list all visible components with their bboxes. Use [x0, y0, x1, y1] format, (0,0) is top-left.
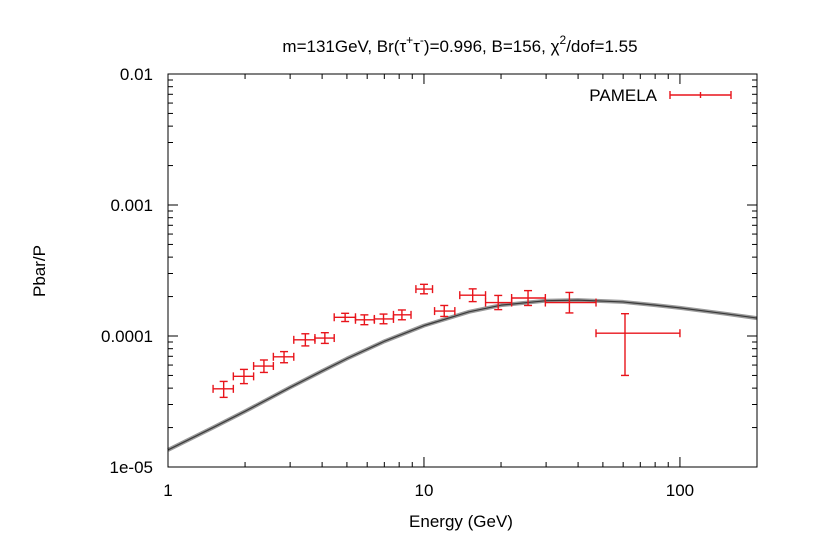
title-square-superscript: 2 [560, 33, 567, 47]
data-point [252, 359, 275, 374]
data-point [415, 283, 434, 295]
title-chi: χ [551, 37, 560, 56]
data-point [212, 380, 235, 399]
model-curve-line [167, 299, 758, 451]
legend-sample-pamela [669, 91, 732, 99]
title-plus-superscript: + [406, 33, 413, 47]
legend-label-pamela: PAMELA [589, 86, 657, 105]
data-point [595, 312, 681, 377]
data-point [392, 309, 412, 321]
y-axis-title: Pbar/P [30, 245, 49, 297]
x-tick-label: 10 [415, 481, 434, 500]
model-curve-layer [167, 298, 758, 452]
data-points-layer [212, 283, 681, 399]
model-curve-band [167, 298, 758, 452]
data-point [433, 304, 456, 318]
legend: PAMELA [589, 86, 732, 105]
plot-frame [167, 73, 758, 468]
x-axis-title: Energy (GeV) [409, 512, 513, 531]
title-middle: )=0.996, B=156, [424, 37, 551, 56]
title-minus-superscript: - [420, 33, 424, 47]
data-point [373, 313, 395, 325]
x-tick-label: 1 [163, 481, 172, 500]
title-prefix: m=131GeV, Br( [282, 37, 399, 56]
y-tick-label: 1e-05 [110, 458, 153, 477]
y-tick-label: 0.0001 [101, 327, 153, 346]
data-point [484, 294, 513, 311]
data-point [333, 312, 357, 323]
data-point [293, 333, 316, 347]
title-suffix: /dof=1.55 [566, 37, 637, 56]
data-point [314, 331, 335, 345]
y-tick-label: 0.001 [110, 196, 153, 215]
data-point [354, 314, 376, 326]
data-point [459, 288, 487, 303]
data-point [232, 368, 255, 385]
y-tick-label: 0.01 [120, 65, 153, 84]
x-tick-label: 100 [666, 481, 694, 500]
chart-title: m=131GeV, Br(τ+τ-)=0.996, B=156, χ2/dof=… [282, 33, 637, 56]
title-tau-1: τ [399, 37, 406, 56]
title-tau-2: τ [413, 37, 420, 56]
data-point [544, 291, 597, 314]
data-point [272, 350, 295, 364]
